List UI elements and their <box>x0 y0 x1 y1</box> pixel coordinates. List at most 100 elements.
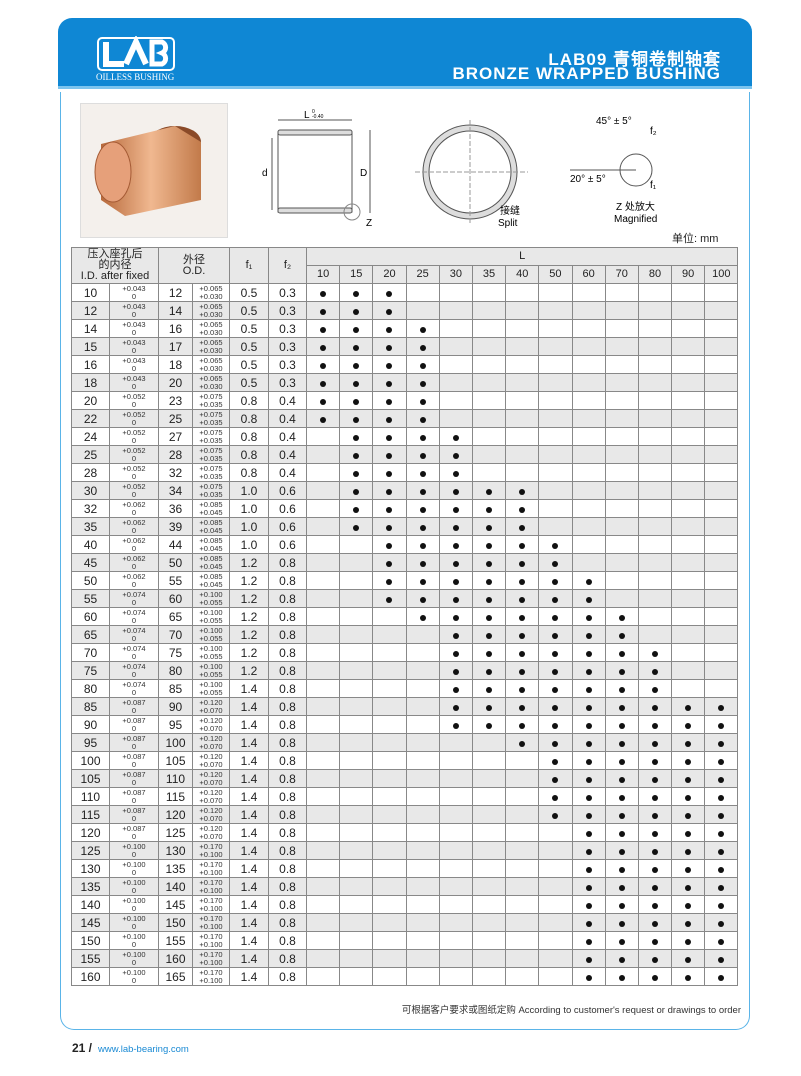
length-cell <box>405 481 440 500</box>
f1-value: 0.8 <box>229 391 269 410</box>
length-cell <box>438 571 473 590</box>
available-dot <box>651 794 658 801</box>
available-dot <box>452 650 459 657</box>
length-cell <box>505 895 540 914</box>
od-tolerance: +0.065 +0.030 <box>192 283 230 302</box>
length-cell <box>571 859 606 878</box>
table-row: 28 +0.052 0 32 +0.075 +0.035 0.8 0.4 <box>71 463 739 482</box>
length-cell <box>571 643 606 662</box>
table-row: 120 +0.087 0 125 +0.120 +0.070 1.4 0.8 <box>71 823 739 842</box>
id-tolerance: +0.043 0 <box>109 283 159 302</box>
length-cell <box>505 841 540 860</box>
id-tolerance: +0.074 0 <box>109 643 159 662</box>
length-cell <box>538 607 573 626</box>
id-tolerance: +0.052 0 <box>109 427 159 446</box>
od-value: 130 <box>158 841 193 860</box>
available-dot <box>552 650 559 657</box>
f1-value: 0.5 <box>229 301 269 320</box>
available-dot <box>685 704 692 711</box>
f2-value: 0.3 <box>268 373 307 392</box>
length-cell <box>704 301 739 320</box>
available-dot <box>386 362 393 369</box>
f1-value: 1.4 <box>229 949 269 968</box>
f1-value: 1.2 <box>229 607 269 626</box>
length-cell <box>637 805 673 824</box>
length-cell <box>372 733 407 752</box>
length-cell <box>538 355 573 374</box>
L-header: L <box>305 247 739 266</box>
length-cell <box>372 427 407 446</box>
id-tolerance: +0.087 0 <box>109 697 159 716</box>
length-cell <box>372 895 407 914</box>
length-cell <box>372 589 407 608</box>
available-dot <box>419 596 426 603</box>
length-cell <box>704 859 739 878</box>
length-cell <box>471 427 507 446</box>
length-cell <box>571 319 606 338</box>
length-cell <box>704 895 739 914</box>
length-cell <box>405 841 440 860</box>
available-dot <box>585 902 592 909</box>
od-tolerance: +0.075 +0.035 <box>192 409 230 428</box>
length-cell <box>405 895 440 914</box>
available-dot <box>386 398 393 405</box>
available-dot <box>419 470 426 477</box>
f1-value: 1.4 <box>229 877 269 896</box>
length-cell <box>438 697 473 716</box>
L-column-header: 50 <box>538 265 573 284</box>
available-dot <box>618 704 625 711</box>
length-cell <box>505 661 540 680</box>
od-value: 14 <box>158 301 193 320</box>
length-cell <box>671 769 706 788</box>
id-tolerance: +0.062 0 <box>109 517 159 536</box>
length-cell <box>339 391 374 410</box>
length-cell <box>671 679 706 698</box>
available-dot <box>519 740 526 747</box>
available-dot <box>419 560 426 567</box>
length-cell <box>538 679 573 698</box>
f1-value: 0.8 <box>229 463 269 482</box>
od-value: 60 <box>158 589 193 608</box>
length-cell <box>438 283 473 302</box>
f2-value: 0.8 <box>268 715 307 734</box>
length-cell <box>438 607 473 626</box>
length-cell <box>505 625 540 644</box>
length-cell <box>538 841 573 860</box>
length-cell <box>671 733 706 752</box>
length-tol-lo: -0.40 <box>312 114 324 120</box>
length-cell <box>305 373 341 392</box>
length-cell <box>372 391 407 410</box>
available-dot <box>685 902 692 909</box>
length-cell <box>438 733 473 752</box>
length-cell <box>305 445 341 464</box>
length-cell <box>405 517 440 536</box>
length-cell <box>405 823 440 842</box>
length-cell <box>704 661 739 680</box>
length-cell <box>405 697 440 716</box>
length-cell <box>438 301 473 320</box>
length-cell <box>571 823 606 842</box>
length-cell <box>405 589 440 608</box>
available-dot <box>519 704 526 711</box>
length-cell <box>339 607 374 626</box>
length-cell <box>505 355 540 374</box>
length-cell <box>538 787 573 806</box>
length-cell <box>704 679 739 698</box>
available-dot <box>452 506 459 513</box>
length-cell <box>339 931 374 950</box>
website-link[interactable]: www.lab-bearing.com <box>98 1044 189 1055</box>
length-cell <box>405 715 440 734</box>
length-cell <box>704 517 739 536</box>
length-cell <box>538 625 573 644</box>
length-cell <box>571 661 606 680</box>
length-cell <box>471 661 507 680</box>
length-cell <box>671 913 706 932</box>
length-cell <box>471 535 507 554</box>
length-cell <box>372 823 407 842</box>
f1-value: 0.5 <box>229 283 269 302</box>
available-dot <box>552 596 559 603</box>
L-column-header: 35 <box>471 265 507 284</box>
available-dot <box>618 848 625 855</box>
length-cell <box>538 301 573 320</box>
od-tolerance: +0.170 +0.100 <box>192 895 230 914</box>
